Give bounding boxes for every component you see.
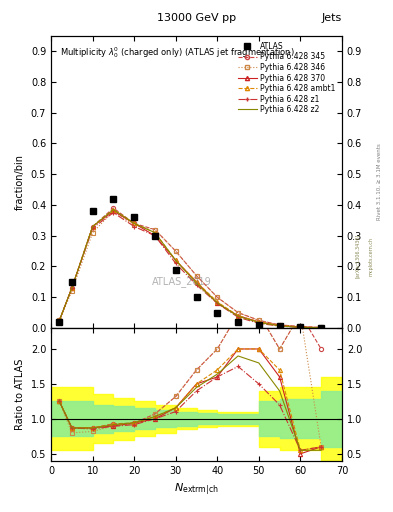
ATLAS <box>152 232 157 239</box>
ATLAS <box>57 319 62 325</box>
Text: Rivet 3.1.10, ≥ 3.1M events: Rivet 3.1.10, ≥ 3.1M events <box>377 143 382 220</box>
ATLAS <box>298 324 303 330</box>
Text: Multiplicity $\lambda_0^0$ (charged only) (ATLAS jet fragmentation): Multiplicity $\lambda_0^0$ (charged only… <box>60 45 295 59</box>
ATLAS <box>215 310 220 316</box>
ATLAS <box>194 294 199 301</box>
Legend: ATLAS, Pythia 6.428 345, Pythia 6.428 346, Pythia 6.428 370, Pythia 6.428 ambt1,: ATLAS, Pythia 6.428 345, Pythia 6.428 34… <box>235 39 338 116</box>
X-axis label: $N_{\mathrm{extrm|ch}}$: $N_{\mathrm{extrm|ch}}$ <box>174 481 219 497</box>
ATLAS <box>257 322 261 328</box>
Text: 13000 GeV pp: 13000 GeV pp <box>157 13 236 23</box>
Text: ATLAS_2019: ATLAS_2019 <box>152 276 212 287</box>
ATLAS <box>90 208 95 214</box>
Text: mcplots.cern.ch: mcplots.cern.ch <box>369 237 374 275</box>
Y-axis label: Ratio to ATLAS: Ratio to ATLAS <box>15 359 25 430</box>
ATLAS <box>111 196 116 202</box>
Y-axis label: fraction/bin: fraction/bin <box>15 154 25 210</box>
ATLAS <box>173 266 178 272</box>
Line: ATLAS: ATLAS <box>57 196 324 330</box>
Text: [arXiv:1306.3436]: [arXiv:1306.3436] <box>355 234 360 278</box>
ATLAS <box>277 324 282 330</box>
ATLAS <box>70 279 74 285</box>
ATLAS <box>319 325 323 331</box>
ATLAS <box>236 319 241 325</box>
ATLAS <box>132 214 136 220</box>
Text: Jets: Jets <box>321 13 342 23</box>
